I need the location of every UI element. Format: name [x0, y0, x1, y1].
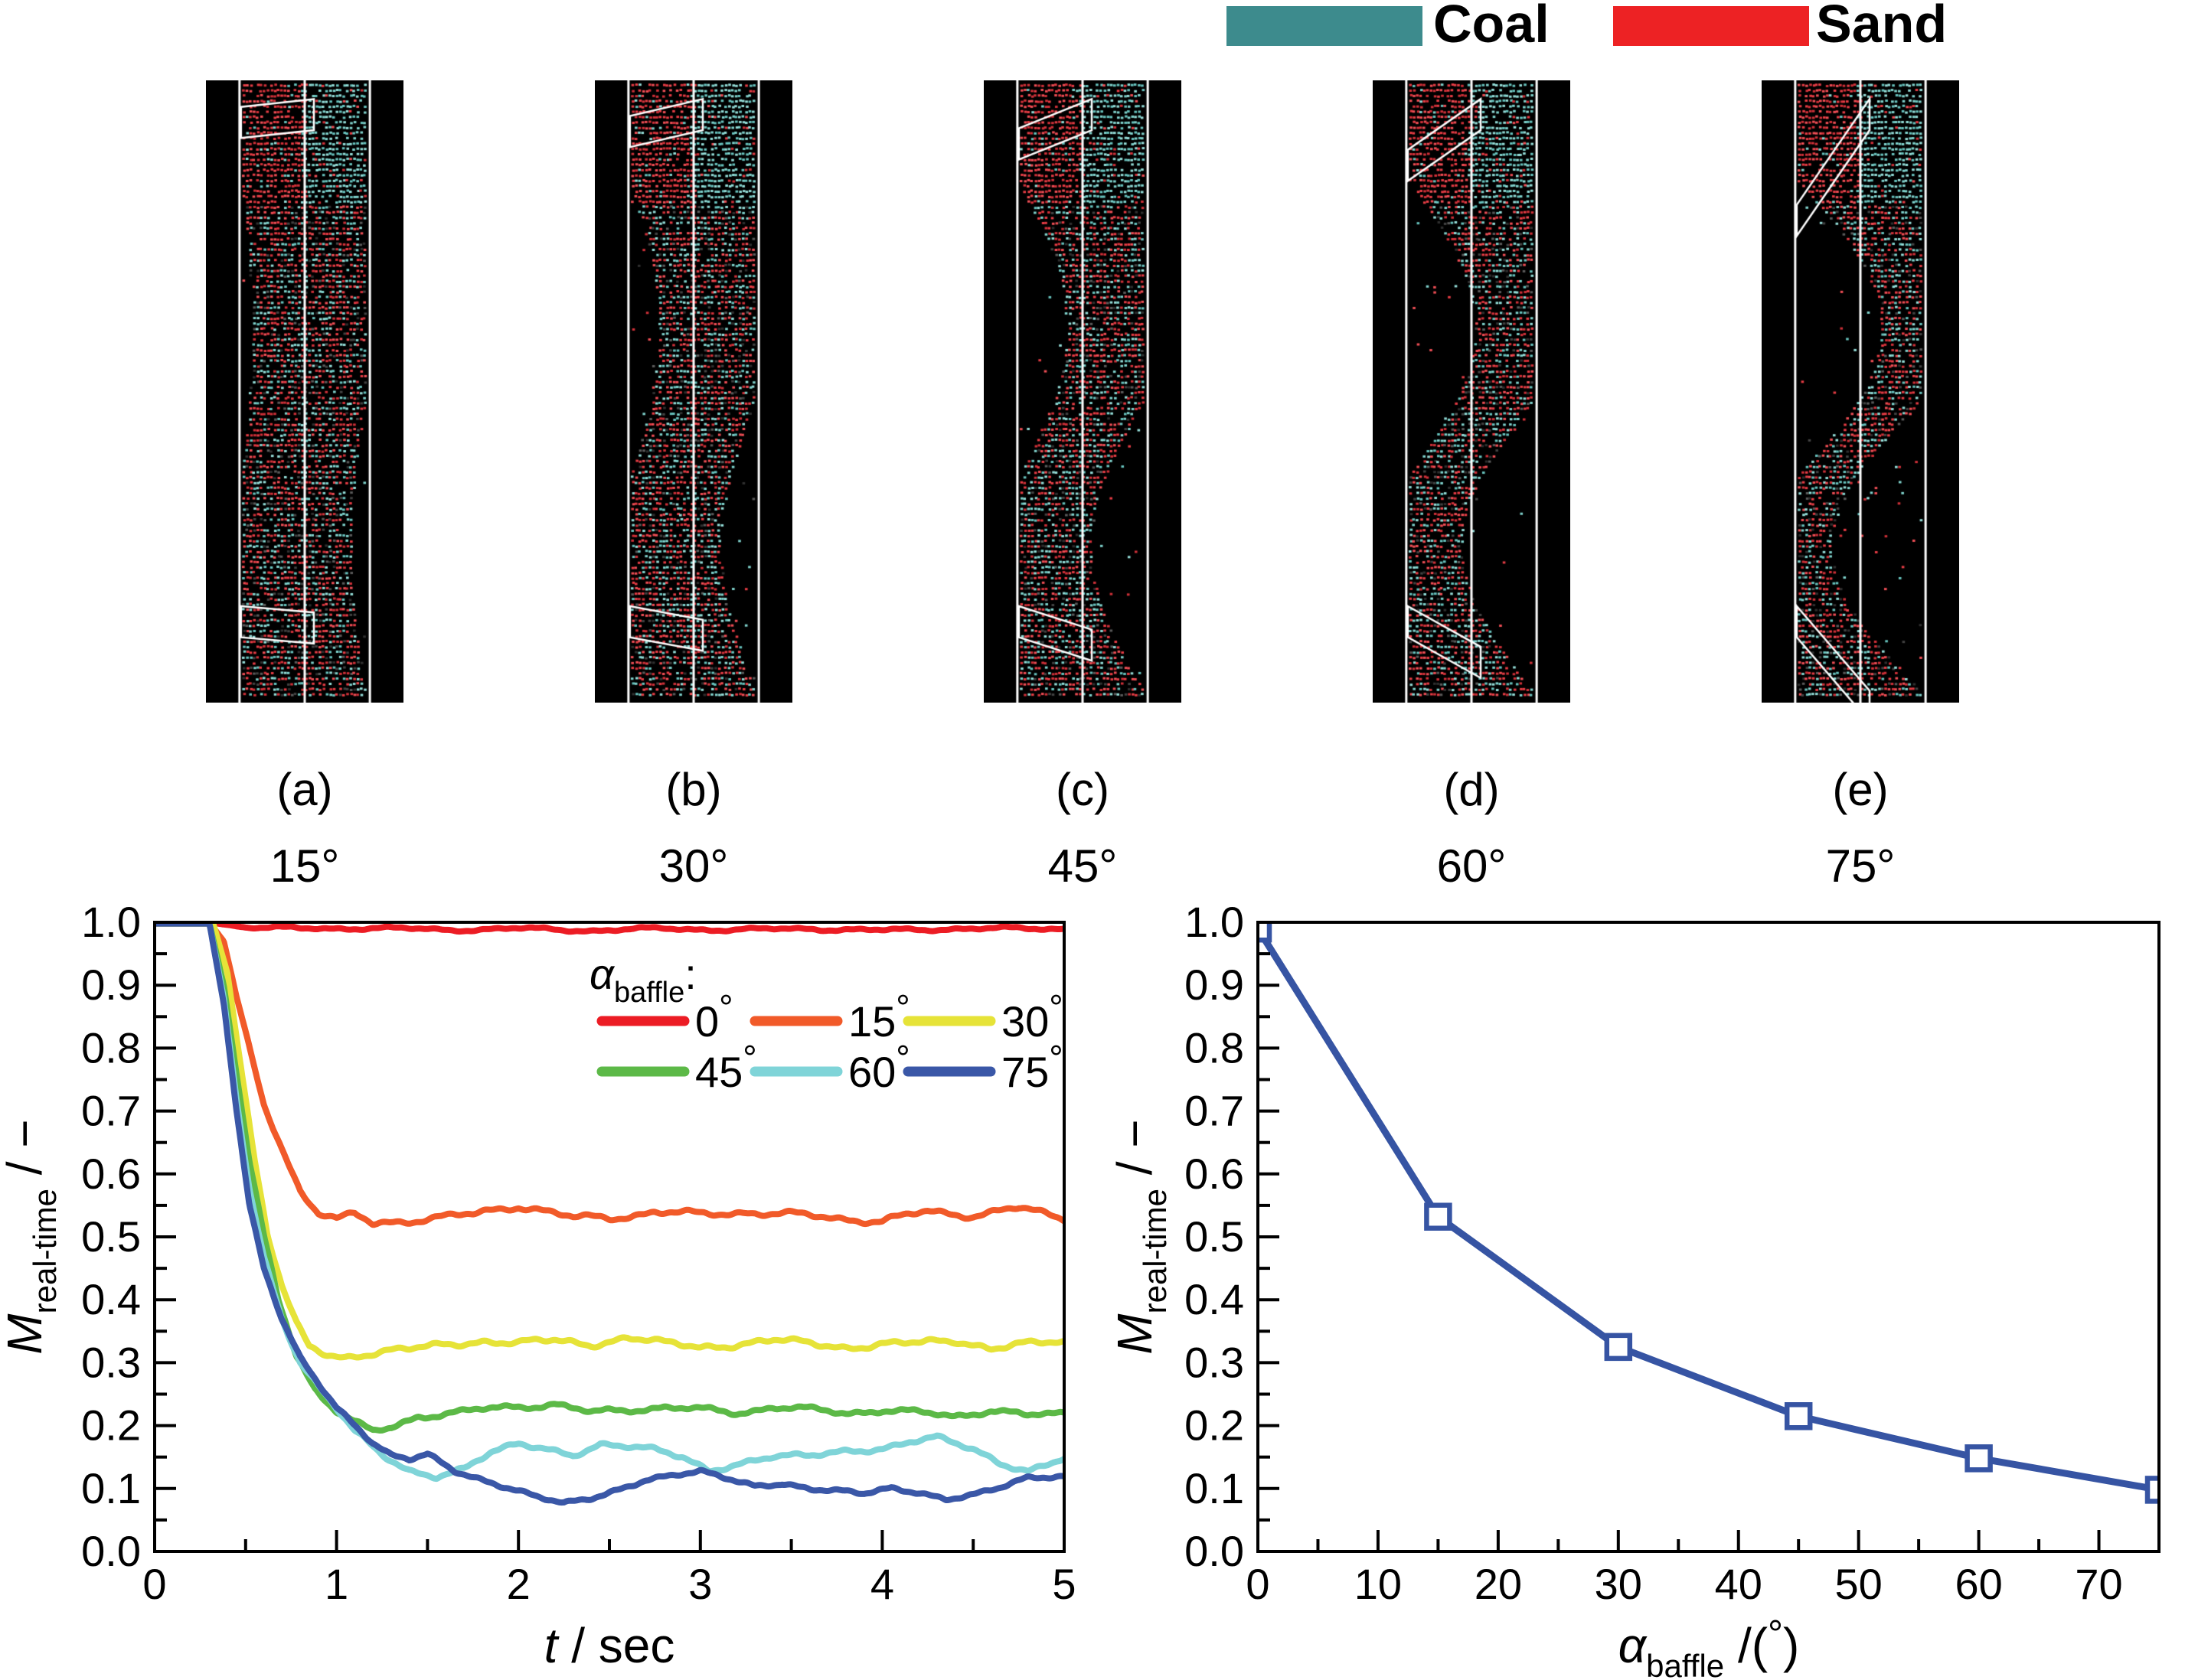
- y-tick-label: 0.2: [1184, 1401, 1244, 1450]
- x-tick-label: 10: [1354, 1560, 1402, 1608]
- x-tick-label: 60: [1955, 1560, 2002, 1608]
- series-60deg: [155, 922, 1064, 1483]
- y-tick-label: 0.5: [81, 1212, 141, 1261]
- legend-label-15deg: 15°: [848, 987, 910, 1046]
- x-tick-label: 0: [142, 1560, 166, 1608]
- simulation-panel-c: [984, 80, 1181, 703]
- y-tick-label: 0.4: [81, 1275, 141, 1323]
- panel-angle-label-c: 45°: [1047, 840, 1118, 892]
- x-tick-label: 70: [2075, 1560, 2122, 1608]
- panel-angle-label-a: 15°: [269, 840, 340, 892]
- y-tick-label: 1.0: [81, 898, 141, 946]
- x-tick-label: 3: [688, 1560, 712, 1608]
- y-tick-label: 0.2: [81, 1401, 141, 1450]
- x-tick-label: 40: [1715, 1560, 1762, 1608]
- mixing-vs-time-series-group: [155, 922, 1064, 1506]
- y-tick-label: 0.1: [81, 1464, 141, 1512]
- x-tick-label: 4: [870, 1560, 894, 1608]
- x-tick-label: 30: [1595, 1560, 1642, 1608]
- mixing-vs-angle-axes: 0 10 20 30 40 50 60 70 0.0 0.1 0.2 0.3 0.4 0.5 0.6 0.7 0…: [1184, 898, 2161, 1608]
- series-0deg: [155, 922, 1064, 935]
- mixing-vs-angle-x-axis-label: αbaffle /(°): [1618, 1613, 1800, 1680]
- y-tick-label: 0.3: [1184, 1338, 1244, 1386]
- legend-label-0deg: 0°: [695, 987, 733, 1046]
- y-tick-label: 0.1: [1184, 1464, 1244, 1512]
- series-75deg: [155, 922, 1064, 1506]
- coal-color-swatch: [1226, 6, 1422, 46]
- y-tick-label: 0.0: [81, 1527, 141, 1575]
- mixing-vs-time-x-axis-label: t / sec: [544, 1618, 675, 1673]
- simulation-panel-a: [206, 80, 403, 703]
- series-final-mixing-index-vs-baffle-angle: [1258, 925, 2159, 1493]
- panel-angle-label-d: 60°: [1436, 840, 1507, 892]
- mixing-vs-angle-chart: 0 10 20 30 40 50 60 70 0.0 0.1 0.2 0.3 0.4 0.5 0.6 0.7 0…: [1107, 898, 2161, 1680]
- legend-label-60deg: 60°: [848, 1038, 910, 1096]
- x-tick-label: 0: [1246, 1560, 1269, 1608]
- simulation-panel-b: [595, 80, 792, 703]
- mixing-vs-time-chart: 0 1 2 3 4 5 0.0 0.1 0.2 0.3 0.4 0.5 0.6 0.7 0.8 0.9 1.0 t…: [0, 898, 1076, 1673]
- legend-label-75deg: 75°: [1001, 1038, 1063, 1096]
- series-15deg: [155, 922, 1064, 1228]
- data-point-marker: [2144, 1476, 2159, 1504]
- x-tick-label: 20: [1475, 1560, 1522, 1608]
- y-tick-label: 0.9: [81, 961, 141, 1009]
- panel-letter-b: (b): [665, 764, 722, 815]
- x-tick-label: 1: [325, 1560, 348, 1608]
- y-tick-label: 1.0: [1184, 898, 1244, 946]
- mixing-vs-angle-series-group: [1258, 922, 2159, 1504]
- legend-label-30deg: 30°: [1001, 987, 1063, 1046]
- y-tick-label: 0.7: [1184, 1087, 1244, 1135]
- series-30deg: [155, 922, 1064, 1361]
- panel-letter-d: (d): [1443, 764, 1500, 815]
- panel-letter-a: (a): [276, 764, 333, 815]
- mixing-vs-angle-y-axis-label: Mreal-time / −: [1107, 1119, 1173, 1354]
- y-tick-label: 0.5: [1184, 1212, 1244, 1261]
- x-tick-label: 50: [1835, 1560, 1883, 1608]
- legend-label-45deg: 45°: [695, 1038, 757, 1096]
- data-point-marker: [1965, 1444, 1993, 1473]
- coal-label: Coal: [1433, 0, 1550, 54]
- data-point-marker: [1424, 1202, 1452, 1231]
- y-tick-label: 0.8: [1184, 1023, 1244, 1072]
- y-tick-label: 0.7: [81, 1087, 141, 1135]
- y-tick-label: 0.3: [81, 1338, 141, 1386]
- x-tick-label: 5: [1052, 1560, 1076, 1608]
- chart-legend: αbaffle:0° 15° 30° 45° 60° 75°: [590, 950, 1063, 1096]
- simulation-panel-e: [1762, 80, 1959, 703]
- mixing-vs-time-y-axis-label: Mreal-time / −: [0, 1119, 63, 1354]
- x-tick-label: 2: [507, 1560, 531, 1608]
- sand-color-swatch: [1613, 6, 1809, 46]
- y-tick-label: 0.0: [1184, 1527, 1244, 1575]
- y-tick-label: 0.9: [1184, 961, 1244, 1009]
- data-point-marker: [1784, 1402, 1813, 1430]
- legend-title: αbaffle:: [590, 950, 697, 1009]
- panel-angle-label-b: 30°: [658, 840, 729, 892]
- y-tick-label: 0.4: [1184, 1275, 1244, 1323]
- panel-angle-label-e: 75°: [1825, 840, 1896, 892]
- data-point-marker: [1258, 922, 1272, 943]
- y-tick-label: 0.6: [1184, 1150, 1244, 1198]
- panel-letter-e: (e): [1832, 764, 1889, 815]
- sand-label: Sand: [1816, 0, 1948, 54]
- simulation-panel-d: [1373, 80, 1570, 703]
- y-tick-label: 0.8: [81, 1023, 141, 1072]
- y-tick-label: 0.6: [81, 1150, 141, 1198]
- mixing-vs-time-axes: 0 1 2 3 4 5 0.0 0.1 0.2 0.3 0.4 0.5 0.6 0.7 0.8 0.9 1.0: [81, 898, 1076, 1608]
- data-point-marker: [1604, 1333, 1633, 1362]
- panel-letter-c: (c): [1056, 764, 1109, 815]
